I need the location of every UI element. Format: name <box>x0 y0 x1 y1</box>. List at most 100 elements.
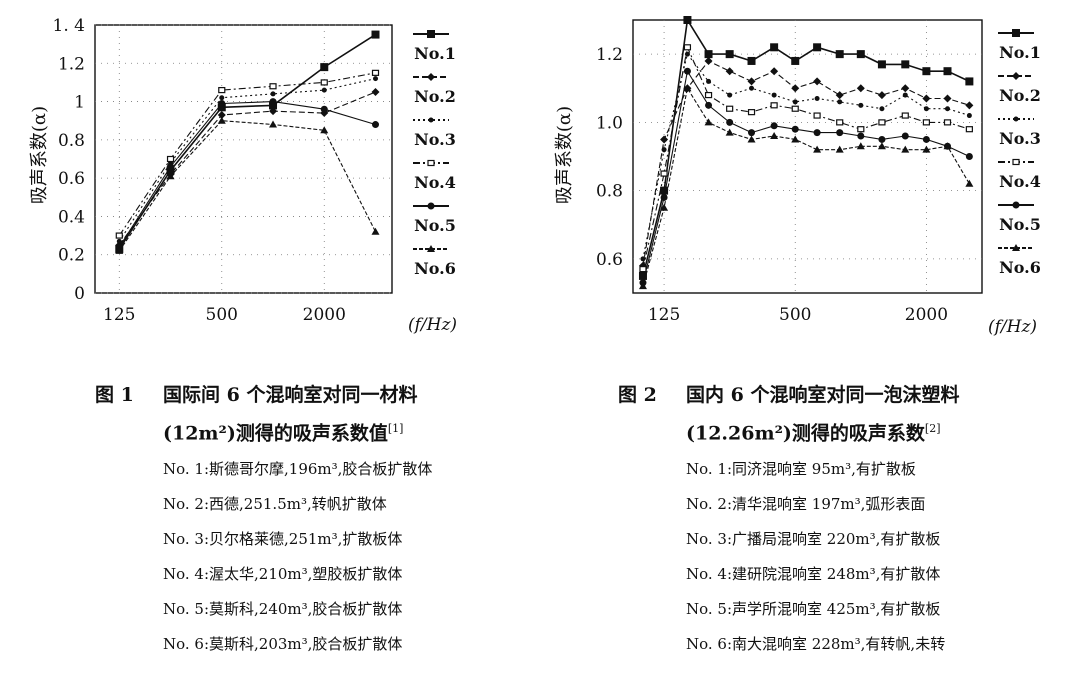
data-point <box>706 78 712 84</box>
y-tick-label: 0.2 <box>58 246 85 266</box>
series-line <box>642 86 970 287</box>
data-point <box>371 69 380 76</box>
series-6 <box>115 116 380 254</box>
legend-label: No.5 <box>414 216 456 235</box>
grid <box>95 24 392 294</box>
y-tick-label: 0.4 <box>58 207 85 227</box>
data-point <box>879 106 885 112</box>
data-point <box>166 155 175 163</box>
caption-item: No. 5:莫斯科,240m³,胶合板扩散体 <box>163 600 403 619</box>
data-point <box>639 266 647 273</box>
figure-2-subtitle: (12.26m²)测得的吸声系数[2] <box>618 412 1058 450</box>
series-line <box>642 52 970 260</box>
x-axis-label: (f/Hz) <box>988 317 1037 337</box>
data-point <box>640 256 646 262</box>
x-tick-label: 2000 <box>905 305 948 325</box>
data-point <box>270 91 276 97</box>
data-point <box>683 84 692 92</box>
data-point <box>791 84 800 93</box>
legend-marker <box>427 73 435 81</box>
data-point <box>856 84 865 93</box>
y-tick-label: 1.2 <box>596 45 623 65</box>
series-line <box>642 69 970 283</box>
y-tick-label: 0.8 <box>596 182 623 202</box>
data-point <box>813 129 821 137</box>
data-point <box>901 132 909 140</box>
data-point <box>748 129 756 137</box>
legend-label: No.2 <box>414 87 456 106</box>
legend-label: No.1 <box>414 44 456 63</box>
legend-marker <box>427 159 435 167</box>
data-point <box>726 118 734 126</box>
figure-1-chart: 0 0.2 0.4 0.6 0.8 1 1.2 1. 4 125 500 2000 吸声系数(α) (f… <box>29 16 457 335</box>
data-point <box>683 67 691 75</box>
data-point <box>966 113 972 119</box>
data-point <box>705 101 713 109</box>
data-point <box>725 50 734 59</box>
data-point <box>877 91 886 100</box>
data-point <box>791 125 799 133</box>
data-point <box>218 86 226 94</box>
data-point <box>704 56 713 65</box>
data-point <box>836 119 844 126</box>
y-tick-label: 0.8 <box>58 131 85 151</box>
data-point <box>813 145 822 153</box>
plot-frame <box>94 24 393 294</box>
legend-label: No.3 <box>999 129 1041 148</box>
figure-1-number: 图 1 <box>95 384 134 406</box>
data-point <box>638 271 647 280</box>
data-point <box>269 83 277 90</box>
data-point <box>660 203 669 211</box>
data-point <box>965 77 974 86</box>
data-point <box>372 121 380 129</box>
series-5 <box>115 98 380 251</box>
data-point <box>901 84 910 93</box>
y-tick-label: 0 <box>74 284 85 304</box>
legend-marker <box>1012 244 1020 251</box>
series-1 <box>638 16 974 280</box>
figure-1-subtitle: (12m²)测得的吸声系数值[1] <box>95 412 525 450</box>
caption-item: No. 2:清华混响室 197m³,弧形表面 <box>686 495 926 514</box>
data-point <box>814 95 820 101</box>
data-point <box>371 227 380 235</box>
data-point <box>660 193 668 201</box>
x-tick-label: 125 <box>103 305 135 325</box>
y-tick-label: 1 <box>74 93 85 113</box>
legend-marker <box>427 202 435 210</box>
figure-1-reference: [1] <box>387 422 404 435</box>
series-1 <box>115 30 380 253</box>
legend-label: No.3 <box>414 130 456 149</box>
data-point <box>943 119 952 126</box>
x-axis-label: (f/Hz) <box>408 315 457 335</box>
data-point <box>660 135 669 144</box>
series-4 <box>115 69 380 239</box>
data-point <box>727 92 733 98</box>
x-tick-label: 125 <box>648 305 680 325</box>
data-point <box>167 163 175 171</box>
data-point <box>922 67 931 76</box>
figure-2-chart: 0.6 0.8 1.0 1.2 125 500 2000 吸声系数(α) (f/Hz) No.1 N… <box>554 16 1041 337</box>
data-point <box>747 77 756 86</box>
data-point <box>877 60 886 69</box>
data-point <box>269 98 277 106</box>
data-point <box>683 44 692 51</box>
data-point <box>878 119 886 126</box>
data-point <box>965 126 973 133</box>
caption-item: No. 1:斯德哥尔摩,196m³,胶合板扩散体 <box>163 460 433 479</box>
data-point <box>661 147 667 153</box>
data-point <box>922 135 930 143</box>
data-point <box>813 43 822 52</box>
caption-item: No. 2:西德,251.5m³,转帆扩散体 <box>163 495 387 514</box>
data-point <box>792 99 798 105</box>
data-point <box>747 135 756 143</box>
data-point <box>320 79 328 86</box>
y-tick-label: 1. 4 <box>53 16 85 36</box>
data-point <box>320 105 328 113</box>
figure-1-legend-descriptions: No. 1:斯德哥尔摩,196m³,胶合板扩散体 No. 2:西德,251.5m… <box>95 452 525 662</box>
data-point <box>115 232 123 239</box>
data-point <box>371 88 380 96</box>
data-point <box>217 110 226 119</box>
data-point <box>791 56 800 65</box>
data-point <box>269 120 278 128</box>
data-point <box>858 102 864 108</box>
